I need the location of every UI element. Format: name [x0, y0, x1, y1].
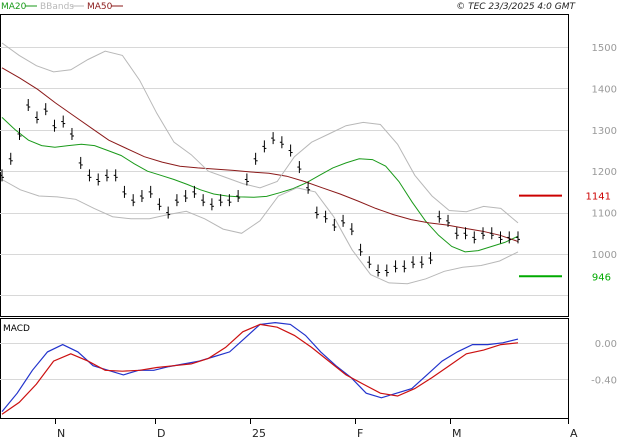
- x-tick-label: M: [452, 427, 462, 440]
- legend-ma20-label: MA20: [1, 2, 27, 12]
- price-tick-label: 1400: [592, 84, 617, 95]
- macd-line: [1, 321, 519, 412]
- macd-tick-label: 0.00: [595, 339, 617, 350]
- ma20-line: [1, 117, 519, 253]
- ma50-line: [1, 67, 519, 242]
- bbands-lower-line: [1, 179, 519, 285]
- legend-ma50-label: MA50: [87, 2, 113, 12]
- marker-label-946: 946: [592, 272, 611, 283]
- price-tick-label: 1200: [592, 167, 617, 178]
- x-axis: N D 25 F M A: [55, 418, 578, 440]
- price-tick-label: 1500: [592, 43, 617, 54]
- price-panel: 1500 1400 1300 1200 1100 1000: [0, 14, 617, 317]
- macd-tick-label: -0.40: [591, 375, 617, 386]
- bbands-upper-line: [1, 42, 519, 224]
- macd-panel: MACD 0.00 -0.40: [0, 318, 617, 419]
- price-tick-label: 1000: [592, 250, 617, 261]
- price-tick-label: 1100: [592, 209, 617, 220]
- x-tick-label: A: [570, 427, 578, 440]
- x-tick-label: N: [57, 427, 65, 440]
- price-tick-label: 1300: [592, 126, 617, 137]
- legend: MA20 BBands MA50: [1, 2, 123, 12]
- x-tick-label: 25: [252, 427, 266, 440]
- x-tick-label: D: [157, 427, 165, 440]
- copyright-text: © TEC 23/3/2025 4:0 GMT: [456, 2, 576, 12]
- signal-line: [1, 323, 519, 415]
- macd-panel-frame: [0, 318, 569, 419]
- price-panel-frame: [0, 14, 569, 317]
- macd-label: MACD: [3, 324, 30, 334]
- x-tick-label: F: [357, 427, 363, 440]
- marker-label-1141: 1141: [586, 192, 611, 203]
- price-markers: 1141 946: [519, 192, 611, 283]
- legend-bbands-label: BBands: [40, 2, 74, 12]
